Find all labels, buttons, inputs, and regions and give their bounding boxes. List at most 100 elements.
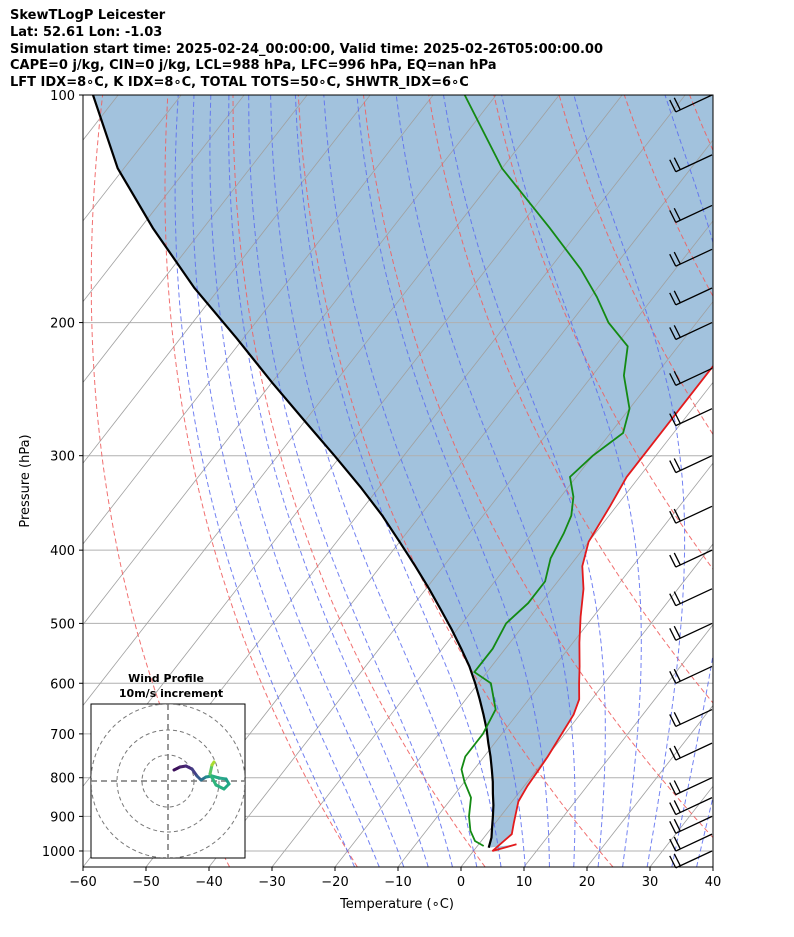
barb-feather [669,554,677,568]
hodograph-segment [210,760,216,767]
barb-feather [669,802,677,815]
barb-feather [673,745,681,759]
barb-feather [669,292,677,306]
y-tick-label: 300 [50,450,75,465]
isotherm-line [271,300,713,867]
inset-title: Wind Profile [128,672,204,685]
barb-feather [669,747,677,761]
moist-adiabat [395,95,576,867]
isotherm-line [586,704,713,867]
x-tick-label: −40 [195,875,222,890]
wind-barb [669,549,713,568]
isotherm-line [83,95,308,384]
dry-adiabat [232,95,486,867]
x-tick-label: −60 [69,875,96,890]
x-tick-label: 20 [579,875,596,890]
isotherm-line [208,220,713,867]
header-indices-2: LFT IDX=8∘C, K IDX=8∘C, TOTAL TOTS=50∘C,… [10,75,469,91]
barb-feather [673,508,681,522]
barb-staff [675,622,713,641]
barb-feather [669,460,677,473]
isotherm-line [712,866,713,867]
barb-feather [669,593,677,607]
x-tick-label: 40 [705,875,722,890]
y-tick-label: 100 [50,89,75,104]
isotherm-line [334,381,713,867]
y-tick-label: 500 [50,617,75,632]
barb-feather [673,370,681,384]
barb-feather [673,853,681,867]
isotherm-line [83,95,371,464]
chart-header: SkewTLogP Leicester Lat: 52.61 Lon: -1.0… [10,8,603,92]
barb-feather [673,325,681,338]
wind-barb [669,367,713,386]
barb-feather [669,510,677,524]
barb-feather [669,327,677,340]
x-tick-label: −30 [258,875,285,890]
barb-staff [675,287,713,306]
isotherm-line [460,543,713,867]
wind-barb [669,248,713,267]
barb-staff [675,549,713,568]
x-tick-label: −50 [132,875,159,890]
barb-staff [675,408,713,427]
barb-feather [673,207,681,221]
dry-adiabat [164,95,358,867]
y-axis-label: Pressure (hPa) [18,434,33,527]
wind-barb [669,850,713,869]
barb-staff [675,455,713,474]
y-tick-label: 900 [50,810,75,825]
barb-feather [669,413,677,426]
barb-staff [675,248,713,267]
dewpoint-line [460,95,631,847]
y-tick-label: 600 [50,677,75,692]
barb-feather [673,625,681,639]
inset-plot [91,704,245,858]
barb-feather [673,668,681,682]
barb-staff [675,797,713,816]
barb-staff [675,708,713,728]
moist-adiabat [174,95,356,867]
y-tick-label: 400 [50,544,75,559]
wind-barb [669,287,713,306]
barb-feather [673,97,681,111]
wind-barb [669,833,713,852]
dry-adiabat [428,95,713,704]
header-location: Lat: 52.61 Lon: -1.03 [10,24,163,40]
moist-adiabat [664,95,713,867]
dry-adiabat [558,95,713,436]
wind-barb [669,455,713,474]
moist-adiabat [323,95,526,867]
barb-feather [669,628,677,641]
barb-feather [673,251,681,265]
barb-feather [673,458,681,471]
wind-barb [669,588,713,607]
dry-adiabat [493,95,713,571]
barb-staff [675,94,713,113]
barb-staff [675,742,713,761]
parcel-profile-line [91,95,495,848]
x-tick-label: −10 [384,875,411,890]
isotherm-line [397,462,713,867]
moist-adiabat [228,95,429,867]
wind-barb [669,708,713,728]
barb-feather [669,838,677,852]
barb-staff [675,367,713,386]
wind-barb [669,797,713,816]
header-title: SkewTLogP Leicester [10,8,166,23]
moist-adiabat [209,95,405,867]
barb-feather [673,818,681,832]
barb-staff [675,850,713,869]
y-tick-label: 1000 [42,845,75,860]
wind-barb [669,622,713,641]
x-tick-label: 0 [457,875,465,890]
hodograph-segment [208,763,214,776]
barb-feather [673,780,681,793]
isotherm-line [145,139,713,867]
hodograph-segment [208,772,218,787]
moist-adiabat [191,95,380,867]
dry-adiabat [755,95,794,867]
barb-feather [669,210,677,223]
barb-feather [673,411,681,424]
barb-feather [673,157,681,170]
